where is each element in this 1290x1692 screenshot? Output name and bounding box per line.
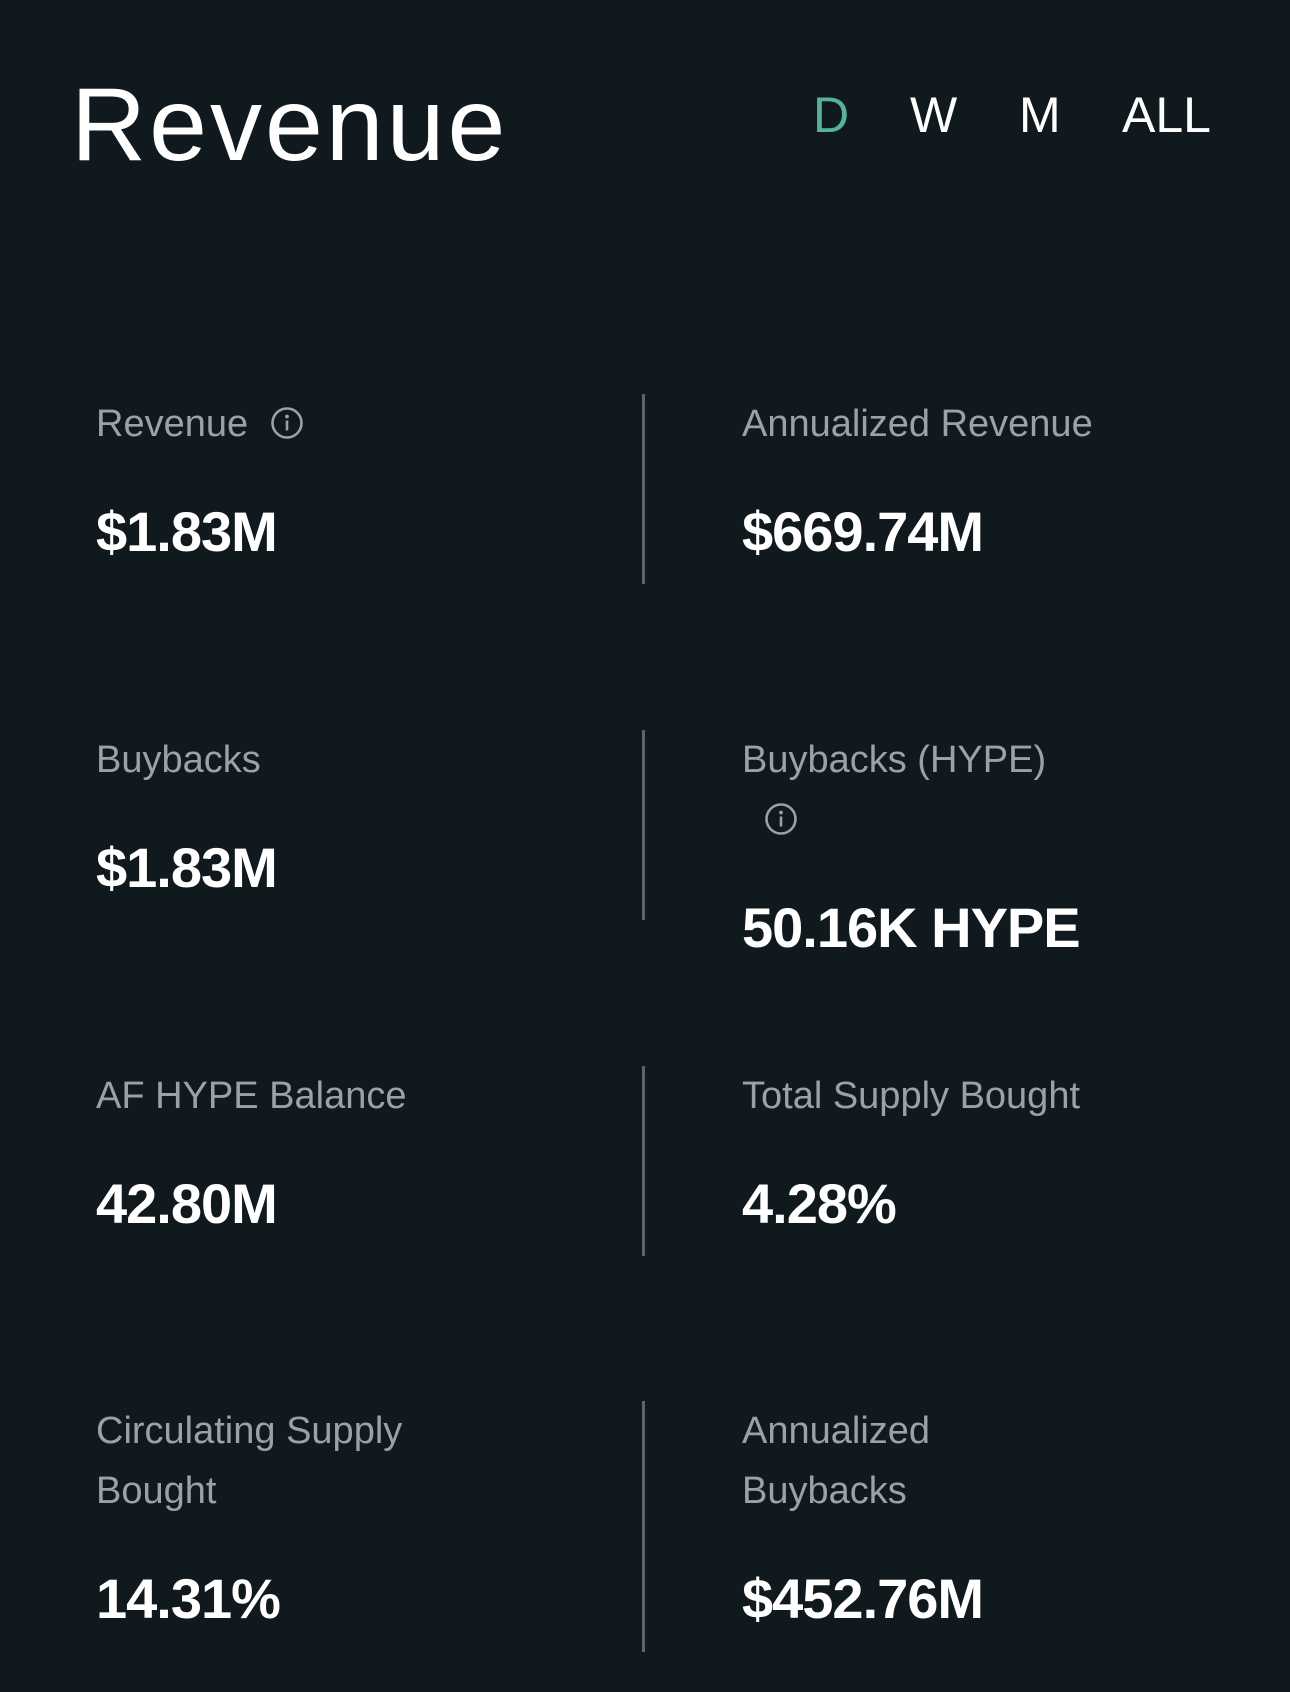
metric-value: $452.76M (742, 1567, 984, 1630)
metric-label-row: Annualized Revenue (742, 394, 1102, 454)
metric-value: $1.83M (96, 500, 278, 563)
metric-card: Buybacks (HYPE) 50.16K HYPE (742, 730, 1242, 964)
metric-label: Total Supply Bought (742, 1075, 1081, 1117)
metric-value: $669.74M (742, 500, 984, 563)
metric-label-row: Annualized Buybacks (742, 1401, 1102, 1521)
page-title: Revenue (71, 67, 509, 183)
metric-label: Annualized Revenue (742, 403, 1093, 445)
metric-card: Annualized Buybacks $452.76M (742, 1401, 1242, 1635)
info-icon[interactable] (270, 406, 304, 440)
metric-card: Annualized Revenue $669.74M (742, 394, 1242, 568)
divider (642, 1066, 645, 1256)
period-tab[interactable]: M (1019, 87, 1061, 143)
metric-card: Revenue $1.83M (96, 394, 596, 568)
metric-value: 14.31% (96, 1567, 281, 1630)
divider (642, 730, 645, 920)
metric-label: AF HYPE Balance (96, 1075, 407, 1117)
metric-label-row: Circulating Supply Bought (96, 1401, 456, 1521)
info-icon[interactable] (764, 802, 798, 836)
metric-label: Revenue (96, 403, 249, 445)
period-tab[interactable]: ALL (1122, 87, 1211, 143)
metric-label-row: AF HYPE Balance (96, 1066, 456, 1126)
divider (642, 1401, 645, 1652)
metric-value: 50.16K HYPE (742, 896, 1081, 959)
metric-card: Buybacks $1.83M (96, 730, 596, 904)
metric-label: Buybacks (HYPE) (742, 739, 1047, 781)
metric-label-row: Total Supply Bought (742, 1066, 1102, 1126)
metric-value: 42.80M (96, 1172, 278, 1235)
metric-label-row: Revenue (96, 394, 456, 454)
period-tabs: D W M ALL (0, 80, 1290, 150)
metric-label: Circulating Supply Bought (96, 1410, 403, 1512)
metric-value: $1.83M (96, 836, 278, 899)
metric-label-row: Buybacks (96, 730, 456, 790)
metric-label: Annualized Buybacks (742, 1410, 931, 1512)
period-tab[interactable]: W (910, 87, 958, 143)
metric-card: AF HYPE Balance 42.80M (96, 1066, 596, 1240)
metric-card: Total Supply Bought 4.28% (742, 1066, 1242, 1240)
metric-label: Buybacks (96, 739, 261, 781)
period-tab[interactable]: D (813, 87, 850, 143)
metric-value: 4.28% (742, 1172, 897, 1235)
metric-label-row: Buybacks (HYPE) (742, 730, 1102, 850)
metric-card: Circulating Supply Bought 14.31% (96, 1401, 596, 1635)
divider (642, 394, 645, 584)
